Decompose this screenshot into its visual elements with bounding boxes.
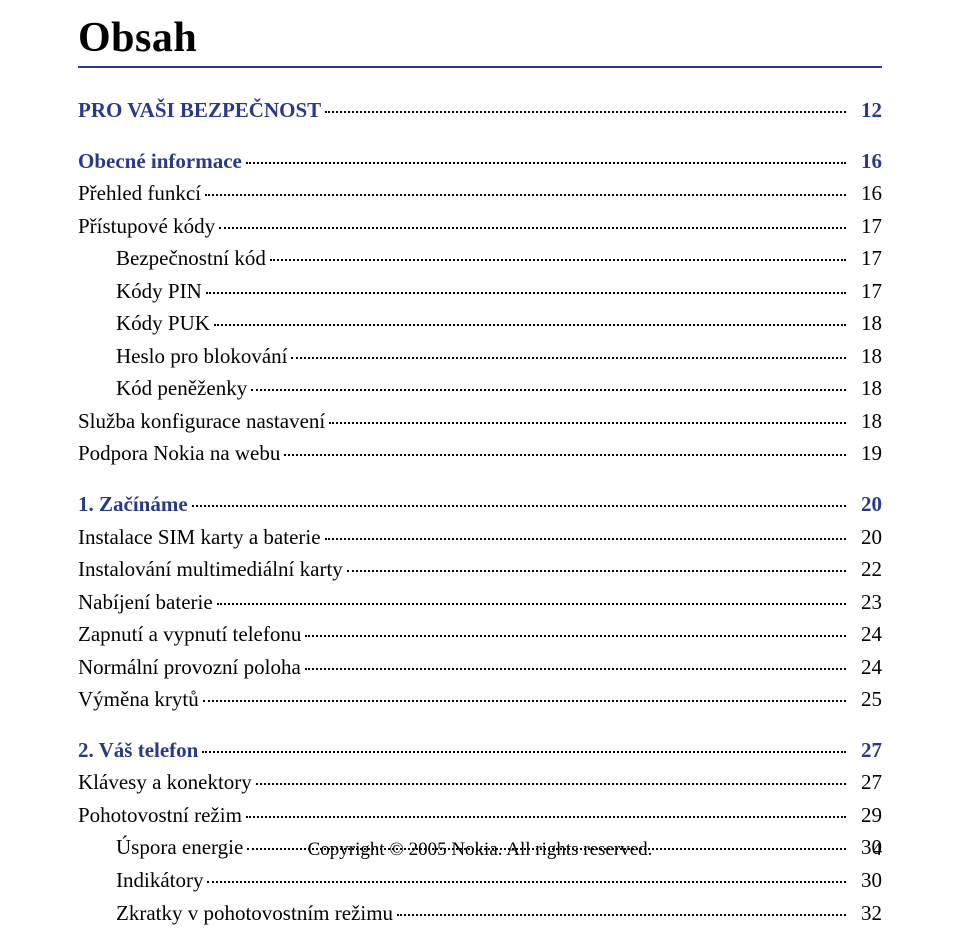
toc-leader-dots <box>284 454 846 456</box>
toc-page: 25 <box>850 683 882 716</box>
toc-label: Přehled funkcí <box>78 177 201 210</box>
toc-heading: Obecné informace 16 <box>78 145 882 178</box>
toc-leader-dots <box>246 162 846 164</box>
toc-entry: Indikátory 30 <box>78 864 882 897</box>
toc-entry: Výměna krytů 25 <box>78 683 882 716</box>
toc-page: 20 <box>850 488 882 521</box>
toc-leader-dots <box>329 422 846 424</box>
page-number: 4 <box>873 839 883 861</box>
page: Obsah PRO VAŠI BEZPEČNOST 12 Obecné inform… <box>0 0 960 879</box>
toc-label: Přístupové kódy <box>78 210 215 243</box>
toc-entry: Služba konfigurace nastavení 18 <box>78 405 882 438</box>
toc-label: Služba konfigurace nastavení <box>78 405 325 438</box>
toc-page: 20 <box>850 521 882 554</box>
toc-label: Normální provozní poloha <box>78 651 301 684</box>
toc-page: 27 <box>850 734 882 767</box>
toc-entry: Instalace SIM karty a baterie 20 <box>78 521 882 554</box>
toc-label: Výměna krytů <box>78 683 199 716</box>
toc-label: Pohotovostní režim <box>78 799 242 832</box>
toc-leader-dots <box>203 700 846 702</box>
toc-page: 24 <box>850 651 882 684</box>
toc-entry: Přehled funkcí 16 <box>78 177 882 210</box>
toc-label: Klávesy a konektory <box>78 766 252 799</box>
toc-entry: Kód peněženky 18 <box>78 372 882 405</box>
toc-entry: Normální provozní poloha 24 <box>78 651 882 684</box>
toc-entry: Zkratky v pohotovostním režimu 32 <box>78 897 882 929</box>
toc-heading: 1. Začínáme 20 <box>78 488 882 521</box>
toc-label: Heslo pro blokování <box>116 340 287 373</box>
footer: Copyright © 2005 Nokia. All rights reser… <box>0 839 960 861</box>
toc-label: Zapnutí a vypnutí telefonu <box>78 618 301 651</box>
toc-label: Instalace SIM karty a baterie <box>78 521 321 554</box>
toc-leader-dots <box>219 227 846 229</box>
toc-leader-dots <box>270 259 846 261</box>
toc-label: Indikátory <box>116 864 203 897</box>
toc-page: 18 <box>850 340 882 373</box>
toc-leader-dots <box>214 324 846 326</box>
toc-page: 23 <box>850 586 882 619</box>
toc-label: Instalování multimediální karty <box>78 553 343 586</box>
toc-entry: Bezpečnostní kód 17 <box>78 242 882 275</box>
toc-entry: Kódy PIN 17 <box>78 275 882 308</box>
page-title: Obsah <box>78 14 882 62</box>
toc-leader-dots <box>246 816 846 818</box>
toc-heading: PRO VAŠI BEZPEČNOST 12 <box>78 94 882 127</box>
toc-page: 32 <box>850 897 882 929</box>
toc-leader-dots <box>207 881 846 883</box>
copyright-text: Copyright © 2005 Nokia. All rights reser… <box>308 839 653 860</box>
toc-entry: Nabíjení baterie 23 <box>78 586 882 619</box>
toc-leader-dots <box>325 111 846 113</box>
toc-page: 17 <box>850 210 882 243</box>
toc-entry: Přístupové kódy 17 <box>78 210 882 243</box>
toc-leader-dots <box>202 751 846 753</box>
toc-page: 19 <box>850 437 882 470</box>
toc-leader-dots <box>347 570 846 572</box>
toc-label: Zkratky v pohotovostním režimu <box>116 897 393 929</box>
toc-label: PRO VAŠI BEZPEČNOST <box>78 94 321 127</box>
toc-heading: 2. Váš telefon 27 <box>78 734 882 767</box>
toc-label: Podpora Nokia na webu <box>78 437 280 470</box>
toc-label: 1. Začínáme <box>78 488 188 521</box>
toc-page: 16 <box>850 145 882 178</box>
toc-entry: Kódy PUK 18 <box>78 307 882 340</box>
title-rule <box>78 66 882 68</box>
toc-entry: Pohotovostní režim 29 <box>78 799 882 832</box>
toc-label: Kódy PIN <box>116 275 202 308</box>
toc-page: 18 <box>850 307 882 340</box>
toc-leader-dots <box>305 635 846 637</box>
toc-leader-dots <box>192 505 846 507</box>
toc-label: 2. Váš telefon <box>78 734 198 767</box>
toc-page: 16 <box>850 177 882 210</box>
toc-leader-dots <box>251 389 846 391</box>
toc-entry: Heslo pro blokování 18 <box>78 340 882 373</box>
toc-page: 24 <box>850 618 882 651</box>
toc-entry: Podpora Nokia na webu 19 <box>78 437 882 470</box>
toc-label: Obecné informace <box>78 145 242 178</box>
toc-label: Nabíjení baterie <box>78 586 213 619</box>
toc-leader-dots <box>397 914 846 916</box>
toc-leader-dots <box>325 538 846 540</box>
toc-label: Kód peněženky <box>116 372 247 405</box>
toc-page: 12 <box>850 94 882 127</box>
toc-leader-dots <box>217 603 846 605</box>
toc-page: 29 <box>850 799 882 832</box>
toc-leader-dots <box>291 357 846 359</box>
toc-leader-dots <box>206 292 846 294</box>
toc-label: Kódy PUK <box>116 307 210 340</box>
toc-entry: Zapnutí a vypnutí telefonu 24 <box>78 618 882 651</box>
toc-page: 27 <box>850 766 882 799</box>
toc-page: 22 <box>850 553 882 586</box>
toc-page: 18 <box>850 372 882 405</box>
toc-entry: Instalování multimediální karty 22 <box>78 553 882 586</box>
toc-leader-dots <box>305 668 846 670</box>
toc-list: PRO VAŠI BEZPEČNOST12Obecné informace16P… <box>78 94 882 929</box>
toc-page: 30 <box>850 864 882 897</box>
toc-page: 17 <box>850 275 882 308</box>
toc-page: 18 <box>850 405 882 438</box>
toc-entry: Klávesy a konektory 27 <box>78 766 882 799</box>
toc-leader-dots <box>205 194 846 196</box>
toc-leader-dots <box>256 783 846 785</box>
toc-page: 17 <box>850 242 882 275</box>
toc-label: Bezpečnostní kód <box>116 242 266 275</box>
